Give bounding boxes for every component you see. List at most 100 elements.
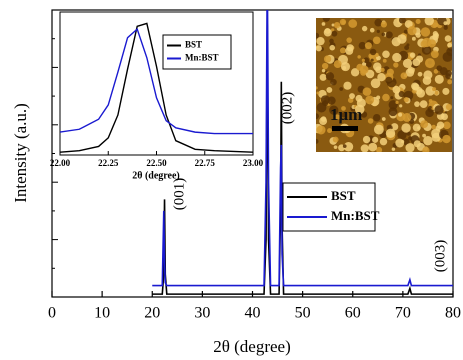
afm-grain bbox=[425, 58, 435, 68]
afm-grain bbox=[443, 21, 447, 25]
afm-grain bbox=[433, 22, 438, 27]
afm-grain bbox=[377, 30, 380, 33]
afm-grain bbox=[363, 136, 370, 143]
afm-grain bbox=[392, 148, 395, 151]
y-axis-label: Intensity (a.u.) bbox=[11, 103, 30, 203]
afm-grain bbox=[389, 107, 398, 116]
afm-grain bbox=[324, 55, 331, 62]
afm-grain bbox=[333, 137, 339, 143]
afm-grain bbox=[345, 47, 353, 55]
legend-label: Mn:BST bbox=[185, 53, 219, 63]
afm-grain bbox=[432, 87, 436, 91]
afm-grain bbox=[341, 62, 350, 71]
afm-grain bbox=[395, 139, 404, 148]
afm-grain bbox=[334, 22, 340, 28]
afm-grain bbox=[420, 100, 428, 108]
afm-grain bbox=[327, 128, 332, 133]
afm-grain bbox=[314, 86, 317, 89]
x-tick-label: 0 bbox=[48, 305, 56, 322]
scale-bar bbox=[332, 126, 358, 131]
afm-grain bbox=[332, 31, 338, 37]
afm-grain bbox=[313, 113, 319, 119]
x-axis-label: 2θ (degree) bbox=[213, 337, 291, 356]
afm-grain bbox=[383, 59, 387, 63]
afm-grain bbox=[416, 19, 421, 24]
afm-grain bbox=[329, 45, 335, 51]
afm-grain bbox=[362, 59, 365, 62]
afm-grain bbox=[316, 92, 319, 95]
afm-grain bbox=[343, 82, 351, 90]
afm-grain bbox=[420, 120, 428, 128]
afm-grain bbox=[373, 36, 381, 44]
x-tick-label: 20 bbox=[144, 305, 160, 322]
afm-grain bbox=[421, 27, 430, 36]
afm-grain bbox=[382, 117, 386, 121]
afm-grain bbox=[316, 37, 324, 45]
afm-grain bbox=[386, 31, 393, 38]
afm-grain bbox=[361, 144, 369, 152]
afm-grain bbox=[316, 45, 322, 51]
afm-grain bbox=[414, 140, 421, 147]
afm-grain bbox=[348, 19, 357, 28]
afm-grain bbox=[445, 35, 452, 42]
afm-grain bbox=[316, 125, 325, 134]
afm-grain bbox=[322, 22, 326, 26]
afm-grain bbox=[423, 76, 432, 85]
afm-grain bbox=[372, 137, 378, 143]
x-tick-label: 10 bbox=[94, 305, 110, 322]
afm-grain bbox=[363, 87, 372, 96]
afm-grain bbox=[334, 145, 338, 149]
afm-grain bbox=[417, 126, 420, 129]
afm-grain bbox=[340, 47, 346, 53]
afm-grain bbox=[446, 104, 452, 110]
afm-grain bbox=[447, 79, 452, 84]
afm-grain bbox=[390, 96, 393, 99]
afm-grain bbox=[370, 28, 375, 33]
afm-grain bbox=[339, 87, 343, 91]
afm-grain bbox=[403, 113, 412, 122]
afm-grain bbox=[432, 34, 438, 40]
afm-grain bbox=[326, 87, 332, 93]
chart: 2θ (degree) Intensity (a.u.) 2θ (degree)… bbox=[0, 0, 463, 360]
afm-grain bbox=[320, 74, 327, 81]
afm-grain bbox=[381, 68, 385, 72]
afm-grain bbox=[329, 39, 334, 44]
x-tick-label: 70 bbox=[395, 305, 411, 322]
afm-grain bbox=[422, 147, 429, 154]
afm-grain bbox=[435, 75, 444, 84]
afm-grain bbox=[425, 109, 434, 118]
afm-grain bbox=[446, 47, 455, 56]
afm-grain bbox=[436, 65, 442, 71]
afm-grain bbox=[326, 72, 334, 80]
afm-grain bbox=[387, 69, 394, 76]
afm-grain bbox=[436, 125, 441, 130]
x-tick-label: 80 bbox=[445, 305, 461, 322]
afm-grain bbox=[399, 17, 406, 24]
afm-grain bbox=[392, 53, 401, 62]
afm-grain bbox=[429, 99, 433, 103]
x-tick-label: 50 bbox=[295, 305, 311, 322]
afm-grain bbox=[422, 38, 431, 47]
afm-grain bbox=[324, 28, 330, 34]
afm-grain bbox=[399, 104, 402, 107]
afm-grain bbox=[370, 49, 376, 55]
afm-grain bbox=[407, 26, 416, 35]
peak-annotation: (001) bbox=[171, 178, 187, 211]
afm-grain bbox=[386, 129, 395, 138]
afm-grain bbox=[406, 43, 409, 46]
afm-grain bbox=[410, 52, 415, 57]
x-tick-label: 22.75 bbox=[195, 158, 216, 168]
afm-grain bbox=[411, 82, 418, 89]
afm-grain bbox=[356, 64, 363, 71]
afm-grain bbox=[434, 105, 443, 114]
afm-grain bbox=[382, 33, 385, 36]
afm-grain bbox=[365, 42, 372, 49]
afm-grain bbox=[321, 95, 330, 104]
afm-grain bbox=[313, 33, 319, 39]
afm-grain bbox=[382, 50, 390, 58]
afm-grain bbox=[418, 72, 423, 77]
scale-label: 1μm bbox=[330, 105, 362, 124]
afm-grain bbox=[429, 106, 432, 109]
afm-grain bbox=[404, 97, 409, 102]
afm-grain bbox=[334, 60, 342, 68]
